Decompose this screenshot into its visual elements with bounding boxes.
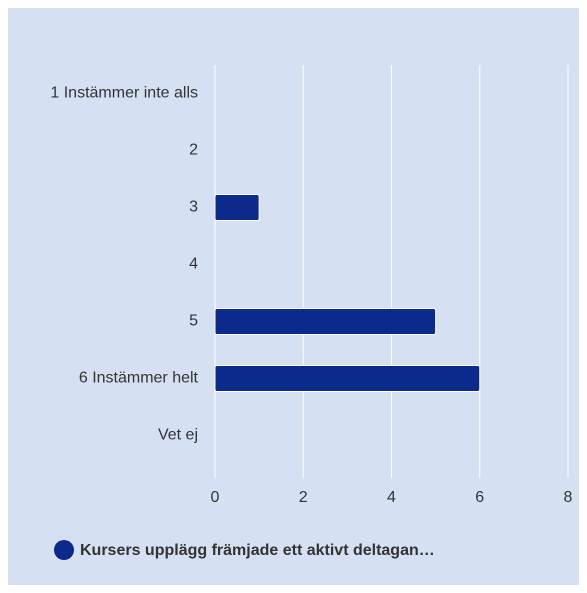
- y-tick-label: Vet ej: [158, 427, 198, 444]
- y-tick-label: 2: [189, 142, 198, 159]
- x-tick-label: 8: [564, 489, 573, 506]
- y-tick-label: 4: [189, 256, 198, 273]
- legend-text: Kursers upplägg främjade ett aktivt delt…: [80, 542, 435, 559]
- bar: [214, 308, 437, 335]
- x-tick-label: 2: [299, 489, 308, 506]
- legend-marker: [54, 540, 74, 560]
- bar: [214, 194, 260, 221]
- y-tick-label: 6 Instämmer helt: [79, 370, 199, 387]
- bar: [214, 365, 481, 392]
- chart-background: [8, 8, 579, 585]
- y-tick-label: 1 Instämmer inte alls: [50, 85, 198, 102]
- x-tick-label: 4: [387, 489, 396, 506]
- x-tick-label: 0: [211, 489, 220, 506]
- y-tick-label: 5: [189, 313, 198, 330]
- x-tick-label: 6: [475, 489, 484, 506]
- y-tick-label: 3: [189, 199, 198, 216]
